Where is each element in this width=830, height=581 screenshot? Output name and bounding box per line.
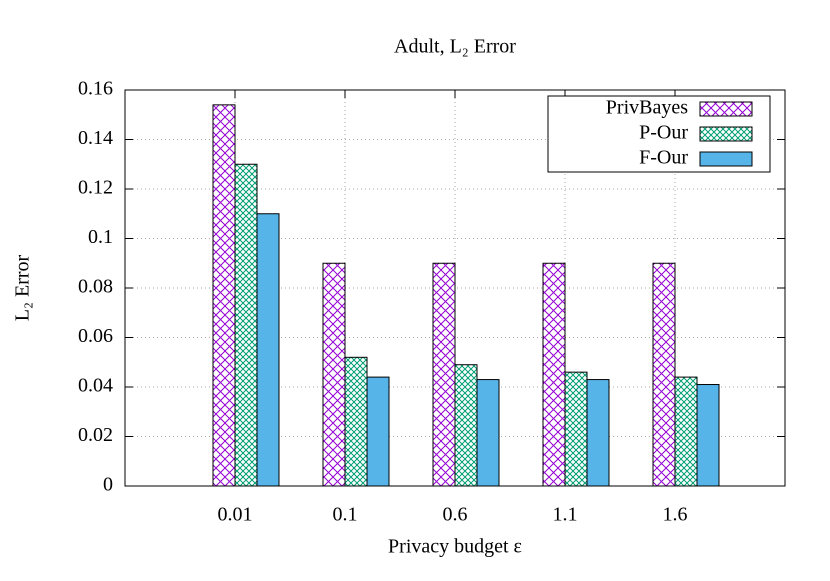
y-tick-label: 0.1	[88, 226, 113, 248]
bar	[366, 376, 390, 487]
legend-swatch	[699, 101, 753, 117]
bar	[234, 163, 258, 487]
y-tick-label: 0.04	[78, 375, 113, 397]
x-tick-label: 0.01	[218, 504, 253, 526]
bar	[586, 379, 610, 487]
bar	[256, 213, 280, 487]
x-tick-label: 1.1	[553, 504, 578, 526]
y-tick-label: 0.02	[78, 424, 113, 446]
y-tick-label: 0.14	[78, 127, 113, 149]
bar	[564, 371, 588, 487]
bar	[696, 384, 720, 487]
x-tick-label: 0.1	[333, 504, 358, 526]
legend-swatch	[699, 126, 753, 142]
y-tick-label: 0.12	[78, 177, 113, 199]
y-tick-label: 0.16	[78, 78, 113, 100]
bar	[542, 262, 566, 487]
plot-frame	[124, 89, 786, 487]
x-tick-label: 1.6	[663, 504, 688, 526]
bar	[674, 376, 698, 487]
bar	[454, 364, 478, 487]
y-tick-label: 0.06	[78, 325, 113, 347]
y-axis-label: L₂ Error	[12, 254, 34, 321]
bar	[476, 379, 500, 487]
legend-label: P-Our	[639, 122, 688, 144]
bar	[212, 104, 236, 487]
legend-swatch	[699, 151, 753, 167]
legend-label: PrivBayes	[606, 97, 688, 119]
bar	[322, 262, 346, 487]
x-tick-label: 0.6	[443, 504, 468, 526]
legend-label: F-Our	[639, 147, 688, 169]
x-axis-label: Privacy budget ε	[388, 536, 522, 558]
y-tick-label: 0.08	[78, 276, 113, 298]
y-tick-label: 0	[103, 474, 113, 496]
bar	[652, 262, 676, 487]
bar	[432, 262, 456, 487]
bar	[344, 356, 368, 487]
chart-title: Adult, L₂ Error	[394, 36, 516, 58]
